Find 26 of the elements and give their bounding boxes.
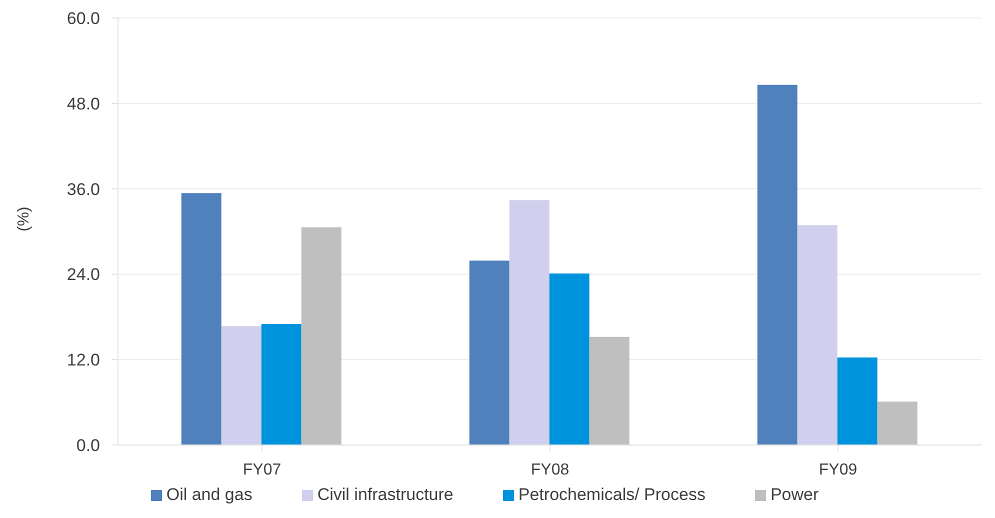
y-tick-label: 24.0 [66,265,100,284]
legend-label: Petrochemicals/ Process [518,485,706,504]
bar [301,227,342,445]
y-tick-label: 60.0 [66,9,100,28]
y-tick-label: 48.0 [66,94,100,114]
x-tick-label: FY09 [818,461,858,478]
legend-label: Power [770,485,819,504]
x-tick-label: FY08 [530,461,570,478]
y-tick-label: 0.0 [76,436,100,456]
x-tick-label: FY07 [242,461,282,478]
bar [549,273,590,445]
bar [797,225,838,445]
bar [469,260,510,445]
bar [221,326,262,445]
y-tick-label: 12.0 [66,350,100,370]
legend-label: Civil infrastructure [317,485,454,504]
bar [261,324,302,445]
bar [589,336,630,445]
bar [181,193,222,445]
bar [837,357,878,445]
legend-label: Oil and gas [166,485,252,504]
y-axis-title: (%) [16,206,33,232]
bar [757,84,798,445]
y-tick-label: 36.0 [66,180,100,199]
bar [509,200,550,445]
bar [877,402,918,445]
